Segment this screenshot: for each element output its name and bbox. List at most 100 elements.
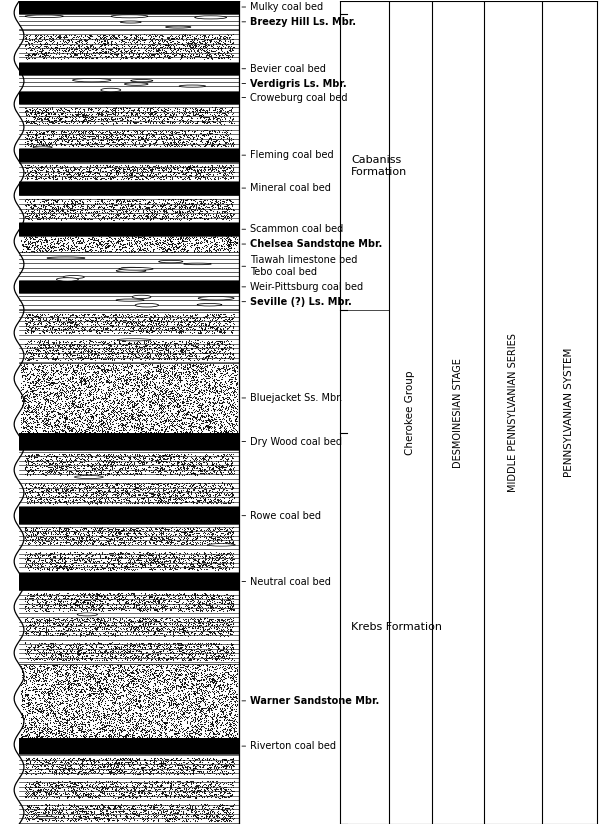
Point <box>181 371 191 384</box>
Point <box>135 321 145 334</box>
Point <box>175 450 185 464</box>
Point <box>86 776 96 789</box>
Point <box>129 483 139 496</box>
Point <box>188 700 198 714</box>
Point <box>208 231 218 244</box>
Point <box>183 491 192 504</box>
Point <box>155 28 165 41</box>
Point <box>179 676 189 689</box>
Point <box>54 619 64 632</box>
Point <box>142 365 152 379</box>
Point <box>161 668 170 681</box>
Point <box>225 193 235 206</box>
Point <box>183 163 192 176</box>
Point <box>225 193 235 206</box>
Point <box>106 212 116 225</box>
Point <box>115 616 124 629</box>
Point <box>97 196 107 209</box>
Point <box>28 724 37 737</box>
Point <box>218 667 228 681</box>
Point <box>121 317 131 330</box>
Point <box>208 450 218 464</box>
Point <box>126 660 136 673</box>
Point <box>102 788 112 801</box>
Point <box>124 756 134 769</box>
Point <box>214 33 224 46</box>
Point <box>161 723 171 736</box>
Point <box>146 385 156 398</box>
Point <box>34 639 44 652</box>
Point <box>164 311 174 324</box>
Point <box>46 653 56 666</box>
Point <box>156 365 166 379</box>
Point <box>64 727 74 740</box>
Point <box>226 637 236 650</box>
Point <box>209 649 219 662</box>
Point <box>33 689 43 702</box>
Point <box>85 125 94 139</box>
Point <box>159 197 169 210</box>
Point <box>140 200 150 213</box>
Point <box>138 812 148 825</box>
Point <box>51 760 61 773</box>
Point <box>207 160 217 173</box>
Point <box>76 490 86 503</box>
Point <box>49 211 59 224</box>
Point <box>139 776 149 790</box>
Point <box>101 659 110 672</box>
Point <box>196 384 206 397</box>
Point <box>67 449 77 462</box>
Point <box>191 29 201 42</box>
Point <box>45 590 55 603</box>
Point <box>150 710 160 723</box>
Point <box>162 804 172 818</box>
Point <box>207 482 216 495</box>
Point <box>66 701 75 714</box>
Point <box>216 478 226 492</box>
Point <box>44 204 54 217</box>
Point <box>180 194 190 207</box>
Point <box>20 455 30 468</box>
Point <box>123 342 132 356</box>
Point <box>136 784 146 797</box>
Point <box>113 522 123 535</box>
Point <box>143 207 153 220</box>
Point <box>52 686 62 699</box>
Point <box>91 497 101 510</box>
Point <box>61 805 71 818</box>
Point <box>134 210 144 224</box>
Point <box>169 320 179 333</box>
Point <box>70 483 80 497</box>
Point <box>221 724 231 737</box>
Point <box>143 394 153 408</box>
Point <box>93 47 102 60</box>
Point <box>160 398 170 411</box>
Point <box>70 535 80 549</box>
Point <box>159 560 169 573</box>
Point <box>51 316 61 329</box>
Point <box>186 240 196 253</box>
Point <box>66 698 76 711</box>
Point <box>50 780 60 793</box>
Point <box>131 464 141 478</box>
Point <box>185 761 194 774</box>
Point <box>213 613 223 626</box>
Point <box>85 495 95 508</box>
Point <box>123 160 132 173</box>
Point <box>69 597 78 610</box>
Point <box>219 169 229 182</box>
Point <box>26 808 36 821</box>
Point <box>153 807 163 820</box>
Point <box>156 393 166 406</box>
Point <box>225 623 235 636</box>
Point <box>197 757 207 771</box>
Point <box>53 785 63 798</box>
Point <box>134 653 143 666</box>
Point <box>62 650 72 663</box>
Point <box>191 36 200 50</box>
Point <box>184 671 194 684</box>
Point <box>41 318 51 332</box>
Point <box>110 639 120 653</box>
Point <box>81 762 91 776</box>
Point <box>91 649 101 662</box>
